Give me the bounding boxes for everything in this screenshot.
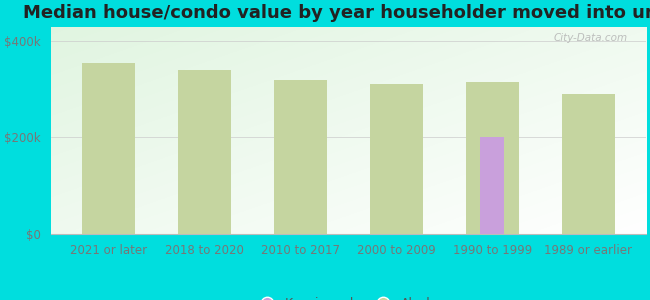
Bar	[82, 63, 135, 234]
Bar	[274, 80, 326, 234]
Bar	[562, 94, 615, 234]
Bar	[370, 84, 422, 234]
Bar	[466, 82, 519, 234]
Text: City-Data.com: City-Data.com	[554, 33, 628, 43]
Bar	[480, 137, 504, 234]
Legend: Kongiganak, Alaska: Kongiganak, Alaska	[250, 292, 447, 300]
Title: Median house/condo value by year householder moved into unit: Median house/condo value by year househo…	[23, 4, 650, 22]
Bar	[177, 70, 231, 234]
